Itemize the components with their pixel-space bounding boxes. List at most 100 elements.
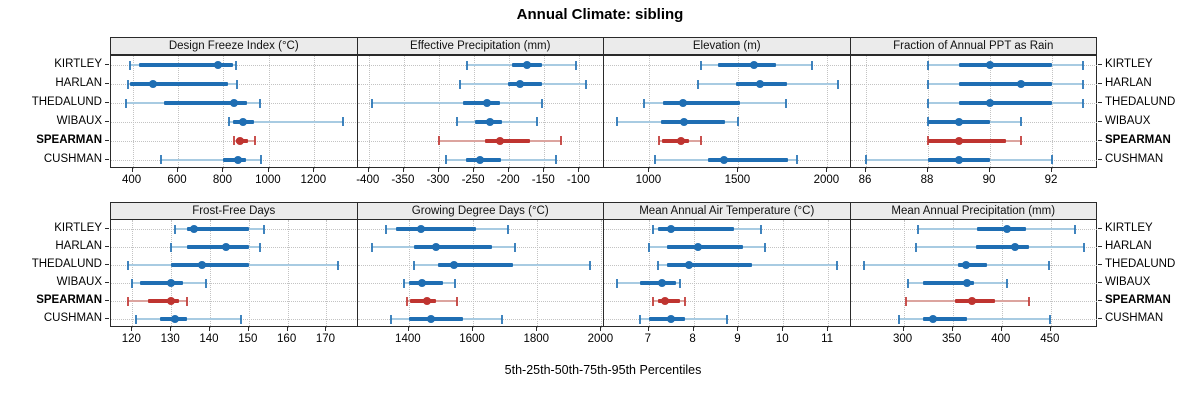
gridline-vertical xyxy=(287,220,289,328)
x-axis-tick-label: 1200 xyxy=(300,174,327,186)
x-axis-tick xyxy=(407,327,409,331)
bar-25th-75th xyxy=(186,245,249,249)
y-axis-tick-left xyxy=(105,228,109,229)
whisker-end-cap xyxy=(385,224,388,234)
x-axis-tick-label: 400 xyxy=(121,174,142,186)
whisker-end-cap xyxy=(658,136,661,146)
x-axis-tick-label: 400 xyxy=(991,333,1011,345)
whisker-end-cap xyxy=(131,278,134,288)
x-axis-tick-label: 90 xyxy=(982,174,996,186)
whisker-end-cap xyxy=(679,278,682,288)
median-dot xyxy=(680,117,689,126)
gridline-vertical xyxy=(314,56,316,169)
bar-25th-75th xyxy=(130,82,228,87)
bar-25th-75th xyxy=(462,101,501,106)
panel-strip-title: Mean Annual Air Temperature (°C) xyxy=(603,202,851,220)
x-axis-tick xyxy=(543,168,545,172)
x-axis-tick xyxy=(177,168,179,172)
station-label-left: THEDALUND xyxy=(31,96,102,109)
whisker-end-cap xyxy=(444,155,447,165)
bar-25th-75th xyxy=(139,63,233,68)
whisker-end-cap xyxy=(585,79,588,89)
y-axis-tick-left xyxy=(105,282,109,283)
x-axis-tick-label: 160 xyxy=(277,333,297,345)
whisker-end-cap xyxy=(337,260,340,270)
x-axis-tick-label: 88 xyxy=(920,174,934,186)
gridline-vertical xyxy=(601,220,603,328)
whisker-end-cap xyxy=(811,60,814,70)
median-dot xyxy=(955,117,964,126)
x-axis-tick xyxy=(826,168,828,172)
x-axis-tick xyxy=(737,327,739,331)
bar-25th-75th xyxy=(660,119,725,124)
bar-25th-75th xyxy=(485,138,530,143)
median-dot xyxy=(928,315,937,323)
whisker-end-cap xyxy=(865,155,867,165)
whisker-end-cap xyxy=(459,79,462,89)
gridline-vertical xyxy=(828,220,830,328)
median-dot xyxy=(198,261,207,269)
whisker-end-cap xyxy=(259,155,262,165)
median-dot xyxy=(755,80,764,89)
whisker-end-cap xyxy=(455,117,458,127)
y-axis-tick-right xyxy=(1098,120,1102,122)
bar-25th-75th xyxy=(928,138,1006,143)
x-axis-tick xyxy=(247,327,249,331)
station-label-left: SPEARMAN xyxy=(36,294,102,306)
station-label-left: KIRTLEY xyxy=(54,58,102,71)
whisker-end-cap xyxy=(737,117,740,127)
gridline-vertical xyxy=(1050,220,1052,328)
bar-25th-75th xyxy=(661,138,689,143)
median-dot xyxy=(676,136,685,145)
median-dot xyxy=(449,261,458,269)
x-axis-tick xyxy=(902,327,904,331)
whisker-5th-95th xyxy=(160,158,261,161)
x-axis-tick xyxy=(508,168,510,172)
x-axis-tick-label: -350 xyxy=(391,174,415,186)
bar-25th-75th xyxy=(976,245,1030,249)
bar-25th-75th xyxy=(657,227,734,231)
panel-plot xyxy=(603,55,851,169)
median-dot xyxy=(432,243,441,251)
station-label-right: THEDALUND xyxy=(1105,96,1176,109)
gridline-horizontal xyxy=(357,301,604,302)
station-label-left: KIRTLEY xyxy=(54,222,102,234)
median-dot xyxy=(962,261,971,269)
panel-strip-title: Growing Degree Days (°C) xyxy=(356,202,604,220)
x-axis-tick-label: 1500 xyxy=(724,174,751,186)
median-dot xyxy=(423,297,432,305)
bar-25th-75th xyxy=(923,317,968,321)
whisker-end-cap xyxy=(1082,60,1085,70)
gridline-vertical xyxy=(1001,220,1003,328)
x-axis-tick-label: 150 xyxy=(238,333,258,345)
gridline-vertical xyxy=(990,56,992,169)
gridline-vertical xyxy=(473,220,475,328)
x-axis-tick xyxy=(267,168,269,172)
whisker-end-cap xyxy=(205,278,208,288)
median-dot xyxy=(485,117,494,126)
x-axis-tick xyxy=(989,168,991,172)
whisker-end-cap xyxy=(836,260,839,270)
whisker-end-cap xyxy=(513,242,516,252)
median-dot xyxy=(694,243,703,251)
y-axis-tick-left xyxy=(105,83,109,85)
x-axis-caption: 5th-25th-50th-75th-95th Percentiles xyxy=(504,363,702,377)
station-label-right: CUSHMAN xyxy=(1105,152,1164,165)
bar-25th-75th xyxy=(171,263,249,267)
whisker-end-cap xyxy=(1028,296,1031,306)
whisker-end-cap xyxy=(170,242,173,252)
bar-25th-75th xyxy=(657,299,681,303)
whisker-end-cap xyxy=(683,296,686,306)
gridline-vertical xyxy=(693,220,695,328)
whisker-end-cap xyxy=(616,117,619,127)
station-label-right: HARLAN xyxy=(1105,77,1152,90)
gridline-vertical xyxy=(648,220,650,328)
x-axis-tick-label: 800 xyxy=(212,174,233,186)
median-dot xyxy=(667,315,676,323)
gridline-horizontal xyxy=(111,283,358,284)
whisker-end-cap xyxy=(406,296,409,306)
station-label-right: SPEARMAN xyxy=(1105,133,1171,146)
whisker-end-cap xyxy=(403,278,406,288)
x-axis-tick-label: 140 xyxy=(199,333,219,345)
y-axis-tick-right xyxy=(1098,83,1102,85)
